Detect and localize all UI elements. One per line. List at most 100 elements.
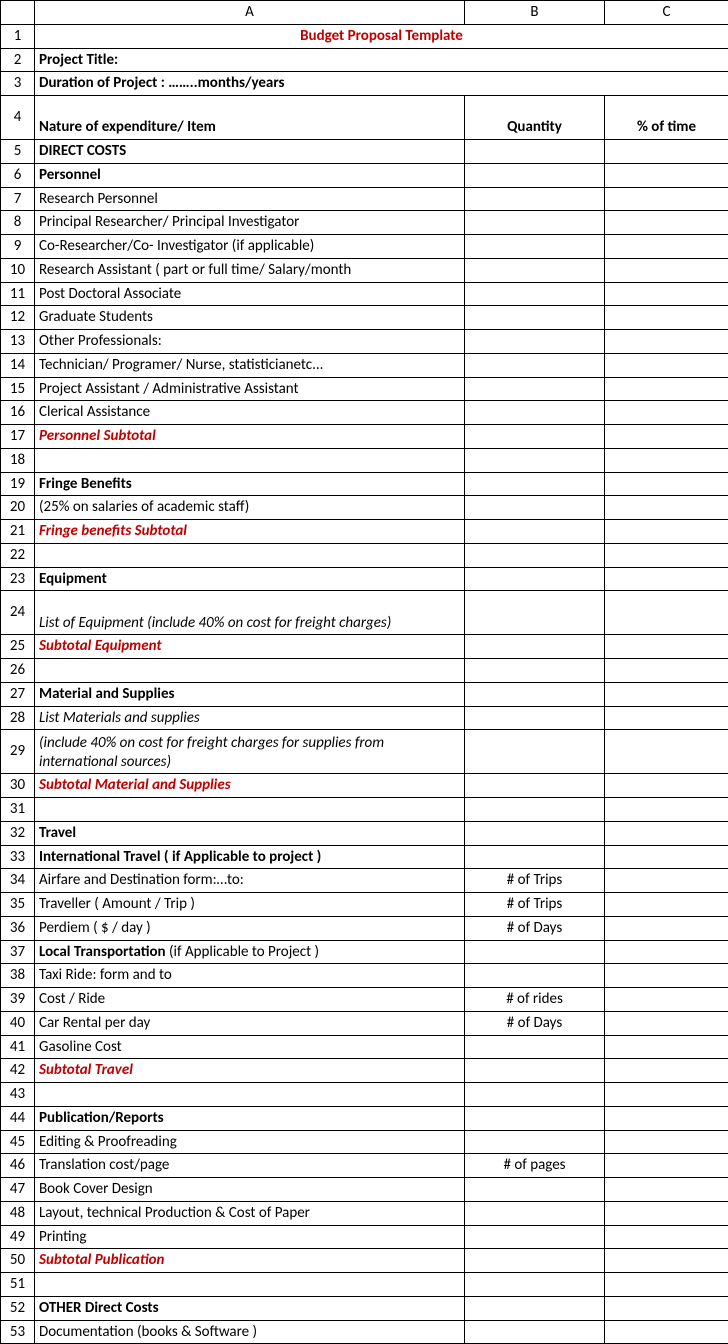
cell-A10[interactable]: Research Assistant ( part or full time/ … xyxy=(35,258,465,282)
cell-A8[interactable]: Principal Researcher/ Principal Investig… xyxy=(35,211,465,235)
row-header-18[interactable]: 18 xyxy=(1,448,35,472)
cell-B20[interactable] xyxy=(465,496,605,520)
cell-B34[interactable]: # of Trips xyxy=(465,869,605,893)
cell-C46[interactable] xyxy=(605,1154,728,1178)
cell-C4[interactable]: % of time xyxy=(605,96,728,140)
row-header-10[interactable]: 10 xyxy=(1,258,35,282)
cell-B31[interactable] xyxy=(465,798,605,822)
row-header-34[interactable]: 34 xyxy=(1,869,35,893)
cell-A7[interactable]: Research Personnel xyxy=(35,187,465,211)
cell-A35[interactable]: Traveller ( Amount / Trip ) xyxy=(35,893,465,917)
cell-B17[interactable] xyxy=(465,425,605,449)
cell-C20[interactable] xyxy=(605,496,728,520)
cell-B39[interactable]: # of rides xyxy=(465,988,605,1012)
cell-C8[interactable] xyxy=(605,211,728,235)
cell-A47[interactable]: Book Cover Design xyxy=(35,1178,465,1202)
cell-C19[interactable] xyxy=(605,472,728,496)
row-header-52[interactable]: 52 xyxy=(1,1296,35,1320)
row-header-24[interactable]: 24 xyxy=(1,591,35,635)
cell-C5[interactable] xyxy=(605,140,728,164)
cell-A9[interactable]: Co-Researcher/Co- Investigator (if appli… xyxy=(35,235,465,259)
cell-A36[interactable]: Perdiem ( $ / day ) xyxy=(35,916,465,940)
cell-C50[interactable] xyxy=(605,1249,728,1273)
row-header-25[interactable]: 25 xyxy=(1,635,35,659)
row-header-43[interactable]: 43 xyxy=(1,1083,35,1107)
cell-A44[interactable]: Publication/Reports xyxy=(35,1106,465,1130)
row-header-13[interactable]: 13 xyxy=(1,330,35,354)
row-header-8[interactable]: 8 xyxy=(1,211,35,235)
cell-A25[interactable]: Subtotal Equipment xyxy=(35,635,465,659)
cell-C41[interactable] xyxy=(605,1035,728,1059)
cell-C49[interactable] xyxy=(605,1225,728,1249)
cell-B32[interactable] xyxy=(465,821,605,845)
cell-C40[interactable] xyxy=(605,1011,728,1035)
cell-C7[interactable] xyxy=(605,187,728,211)
cell-A14[interactable]: Technician/ Programer/ Nurse, statistici… xyxy=(35,353,465,377)
cell-A22[interactable] xyxy=(35,543,465,567)
cell-B8[interactable] xyxy=(465,211,605,235)
cell-B33[interactable] xyxy=(465,845,605,869)
row-header-6[interactable]: 6 xyxy=(1,163,35,187)
cell-A23[interactable]: Equipment xyxy=(35,567,465,591)
cell-A5[interactable]: DIRECT COSTS xyxy=(35,140,465,164)
cell-B43[interactable] xyxy=(465,1083,605,1107)
cell-A51[interactable] xyxy=(35,1273,465,1297)
row-header-20[interactable]: 20 xyxy=(1,496,35,520)
row-header-49[interactable]: 49 xyxy=(1,1225,35,1249)
cell-B46[interactable]: # of pages xyxy=(465,1154,605,1178)
cell-C36[interactable] xyxy=(605,916,728,940)
cell-B53[interactable] xyxy=(465,1320,605,1344)
cell-C32[interactable] xyxy=(605,821,728,845)
row-header-11[interactable]: 11 xyxy=(1,282,35,306)
cell-A1[interactable]: Budget Proposal Template xyxy=(35,24,728,48)
column-header-C[interactable]: C xyxy=(605,1,728,25)
cell-C42[interactable] xyxy=(605,1059,728,1083)
cell-B28[interactable] xyxy=(465,706,605,730)
cell-A29[interactable]: (include 40% on cost for freight charges… xyxy=(35,730,465,774)
row-header-32[interactable]: 32 xyxy=(1,821,35,845)
cell-B15[interactable] xyxy=(465,377,605,401)
cell-B50[interactable] xyxy=(465,1249,605,1273)
spreadsheet[interactable]: A B C 1Budget Proposal Template2Project … xyxy=(0,0,728,1344)
cell-B36[interactable]: # of Days xyxy=(465,916,605,940)
cell-C43[interactable] xyxy=(605,1083,728,1107)
row-header-19[interactable]: 19 xyxy=(1,472,35,496)
cell-B23[interactable] xyxy=(465,567,605,591)
row-header-35[interactable]: 35 xyxy=(1,893,35,917)
cell-C16[interactable] xyxy=(605,401,728,425)
cell-C24[interactable] xyxy=(605,591,728,635)
row-header-51[interactable]: 51 xyxy=(1,1273,35,1297)
row-header-16[interactable]: 16 xyxy=(1,401,35,425)
cell-B13[interactable] xyxy=(465,330,605,354)
cell-A26[interactable] xyxy=(35,659,465,683)
cell-B9[interactable] xyxy=(465,235,605,259)
cell-C34[interactable] xyxy=(605,869,728,893)
cell-C14[interactable] xyxy=(605,353,728,377)
cell-B38[interactable] xyxy=(465,964,605,988)
cell-A17[interactable]: Personnel Subtotal xyxy=(35,425,465,449)
cell-A2[interactable]: Project Title: xyxy=(35,48,728,72)
cell-A20[interactable]: (25% on salaries of academic staff) xyxy=(35,496,465,520)
cell-C44[interactable] xyxy=(605,1106,728,1130)
cell-C47[interactable] xyxy=(605,1178,728,1202)
cell-C6[interactable] xyxy=(605,163,728,187)
cell-C21[interactable] xyxy=(605,520,728,544)
cell-B41[interactable] xyxy=(465,1035,605,1059)
cell-A43[interactable] xyxy=(35,1083,465,1107)
cell-B10[interactable] xyxy=(465,258,605,282)
cell-A31[interactable] xyxy=(35,798,465,822)
cell-C35[interactable] xyxy=(605,893,728,917)
cell-B7[interactable] xyxy=(465,187,605,211)
cell-A19[interactable]: Fringe Benefits xyxy=(35,472,465,496)
row-header-47[interactable]: 47 xyxy=(1,1178,35,1202)
cell-A49[interactable]: Printing xyxy=(35,1225,465,1249)
cell-B16[interactable] xyxy=(465,401,605,425)
cell-B45[interactable] xyxy=(465,1130,605,1154)
cell-C33[interactable] xyxy=(605,845,728,869)
cell-A13[interactable]: Other Professionals: xyxy=(35,330,465,354)
cell-B19[interactable] xyxy=(465,472,605,496)
cell-C39[interactable] xyxy=(605,988,728,1012)
cell-A39[interactable]: Cost / Ride xyxy=(35,988,465,1012)
row-header-5[interactable]: 5 xyxy=(1,140,35,164)
cell-A42[interactable]: Subtotal Travel xyxy=(35,1059,465,1083)
